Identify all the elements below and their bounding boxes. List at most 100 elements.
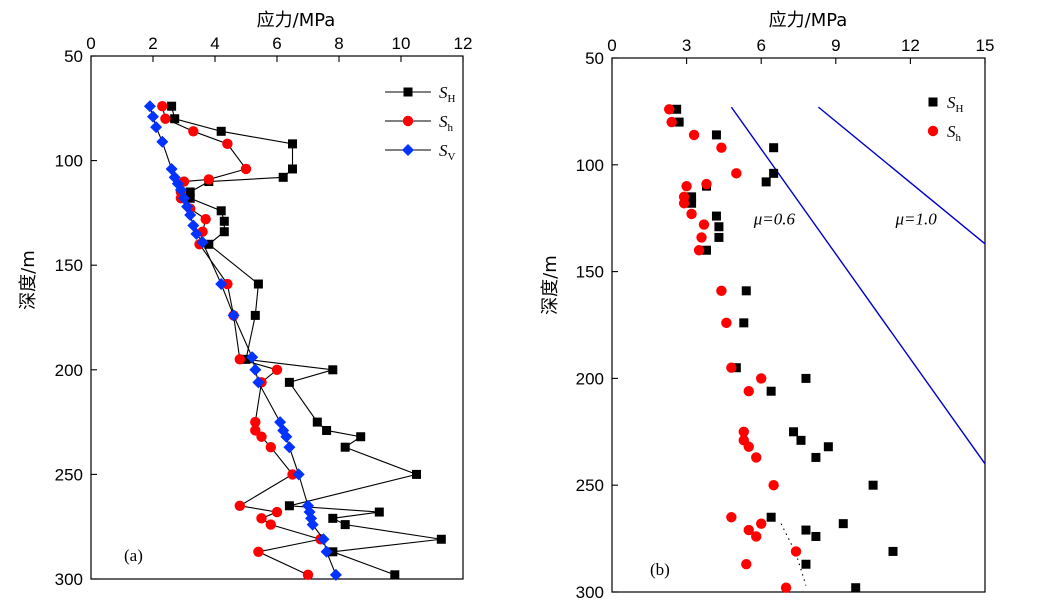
series-H — [167, 101, 446, 580]
data-point — [851, 583, 861, 593]
data-point — [317, 533, 330, 546]
data-point — [888, 546, 898, 556]
data-point — [250, 416, 261, 428]
x-tick-label: 0 — [86, 34, 95, 53]
data-point — [322, 425, 332, 435]
x-tick-label: 6 — [756, 36, 765, 55]
data-point — [743, 386, 754, 397]
data-point — [340, 442, 350, 452]
legend-label: SV — [439, 141, 456, 163]
y-tick-label: 100 — [55, 152, 83, 171]
data-point — [436, 534, 446, 544]
data-point — [306, 518, 319, 531]
data-point — [216, 206, 226, 216]
data-point — [790, 546, 802, 557]
data-point — [768, 480, 779, 491]
chart-panel-b: 0 3 6 9 12 15 50 100 150 200 250 300 应力/MPa 深度/m (b) μ=… — [540, 10, 994, 602]
data-point — [801, 373, 811, 383]
y-tick-label: 50 — [64, 47, 83, 66]
data-point — [216, 126, 226, 136]
data-point — [328, 513, 338, 523]
legend-marker — [402, 144, 414, 156]
x-tick-label: 3 — [682, 36, 691, 55]
data-point — [253, 546, 264, 558]
data-point — [751, 452, 762, 463]
data-point — [156, 135, 169, 148]
data-point — [204, 239, 214, 249]
data-point — [687, 192, 697, 202]
data-point — [143, 100, 156, 113]
x-tick-label: 8 — [334, 34, 343, 53]
data-point — [312, 417, 322, 427]
data-point — [329, 568, 342, 581]
data-point — [170, 114, 180, 124]
data-point — [222, 278, 233, 290]
data-point — [721, 317, 732, 329]
data-point — [696, 232, 707, 243]
y-tick-label: 100 — [576, 156, 604, 175]
data-point — [701, 245, 711, 255]
x-tick-label: 15 — [976, 36, 995, 55]
legend-marker — [402, 115, 414, 127]
friction-line — [817, 106, 986, 245]
data-point — [868, 480, 878, 490]
legend-label: Sh — [947, 122, 962, 144]
y-tick-label: 250 — [55, 465, 83, 484]
data-point — [766, 386, 776, 396]
data-point — [328, 365, 338, 375]
data-point — [801, 525, 811, 535]
legend-marker — [928, 97, 938, 107]
y-tick-label: 300 — [576, 583, 604, 602]
x-axis-title: 应力/MPa — [257, 10, 336, 31]
data-point — [374, 507, 384, 517]
data-point — [234, 500, 245, 511]
data-point — [741, 286, 751, 296]
data-point — [743, 441, 754, 452]
data-point — [686, 208, 697, 220]
data-point — [249, 363, 262, 376]
data-point — [271, 506, 283, 518]
data-point — [412, 469, 421, 479]
data-point — [256, 431, 267, 442]
x-tick-label: 6 — [272, 34, 281, 53]
data-point — [234, 354, 245, 365]
legend-label: SH — [947, 93, 964, 115]
panel-label: (a) — [124, 546, 143, 565]
legend-entry: Sh — [385, 112, 454, 134]
data-point — [687, 198, 697, 208]
x-tick-label: 9 — [831, 36, 840, 55]
data-point — [780, 582, 792, 593]
legend-marker — [403, 87, 413, 97]
data-point — [739, 318, 749, 328]
data-point — [761, 177, 771, 187]
plot-frame — [90, 55, 464, 580]
data-point — [390, 570, 400, 580]
data-point — [716, 285, 727, 297]
data-point — [215, 278, 228, 291]
data-point — [288, 139, 297, 149]
data-point — [688, 129, 700, 141]
data-point — [184, 208, 197, 221]
data-point — [663, 104, 675, 115]
data-point — [302, 569, 314, 581]
data-point — [741, 559, 752, 570]
data-point — [252, 376, 265, 389]
data-point — [284, 501, 294, 511]
data-point — [288, 164, 297, 174]
series-h — [663, 104, 802, 593]
x-tick-label: 2 — [148, 34, 157, 53]
data-point — [726, 512, 737, 523]
data-point — [340, 520, 350, 530]
data-point — [190, 227, 203, 240]
data-point — [320, 545, 333, 558]
data-point — [250, 310, 260, 320]
data-point — [756, 373, 767, 384]
data-point — [674, 117, 684, 127]
data-point — [678, 198, 690, 209]
data-point — [681, 180, 692, 192]
data-point — [227, 309, 240, 322]
data-point — [716, 142, 727, 153]
data-point — [265, 442, 276, 453]
data-point — [714, 232, 724, 242]
